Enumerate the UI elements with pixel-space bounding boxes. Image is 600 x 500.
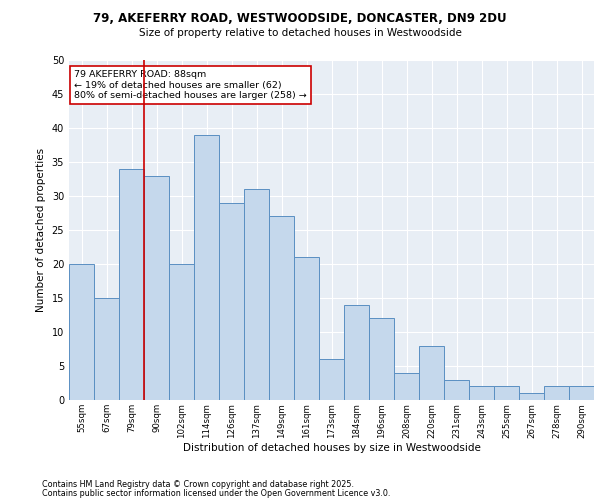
Y-axis label: Number of detached properties: Number of detached properties <box>36 148 46 312</box>
Bar <box>119 169 144 400</box>
Bar <box>94 298 119 400</box>
Bar <box>69 264 94 400</box>
Bar <box>219 203 244 400</box>
Bar <box>294 257 319 400</box>
Bar <box>469 386 494 400</box>
Bar <box>494 386 519 400</box>
Bar <box>519 393 544 400</box>
Bar <box>444 380 469 400</box>
Bar <box>344 305 369 400</box>
Bar <box>419 346 444 400</box>
Bar <box>369 318 394 400</box>
Text: Contains HM Land Registry data © Crown copyright and database right 2025.: Contains HM Land Registry data © Crown c… <box>42 480 354 489</box>
Text: 79, AKEFERRY ROAD, WESTWOODSIDE, DONCASTER, DN9 2DU: 79, AKEFERRY ROAD, WESTWOODSIDE, DONCAST… <box>93 12 507 26</box>
Bar <box>144 176 169 400</box>
Bar <box>569 386 594 400</box>
Bar <box>394 373 419 400</box>
Text: Contains public sector information licensed under the Open Government Licence v3: Contains public sector information licen… <box>42 490 391 498</box>
Bar <box>544 386 569 400</box>
Text: 79 AKEFERRY ROAD: 88sqm
← 19% of detached houses are smaller (62)
80% of semi-de: 79 AKEFERRY ROAD: 88sqm ← 19% of detache… <box>74 70 307 100</box>
Text: Size of property relative to detached houses in Westwoodside: Size of property relative to detached ho… <box>139 28 461 38</box>
X-axis label: Distribution of detached houses by size in Westwoodside: Distribution of detached houses by size … <box>182 443 481 453</box>
Bar <box>194 135 219 400</box>
Bar <box>169 264 194 400</box>
Bar <box>244 189 269 400</box>
Bar <box>269 216 294 400</box>
Bar <box>319 359 344 400</box>
